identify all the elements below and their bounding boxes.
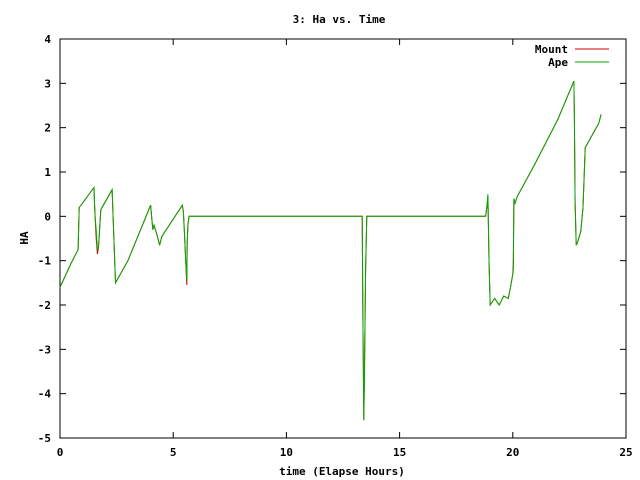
y-tick-label: 2 — [44, 122, 51, 135]
chart-title: 3: Ha vs. Time — [293, 13, 386, 26]
legend-label-mount: Mount — [535, 43, 568, 56]
y-tick-label: 3 — [44, 77, 51, 90]
series-line-mount — [59, 80, 602, 421]
y-axis-label: HA — [18, 231, 31, 245]
x-axis-label: time (Elapse Hours) — [279, 465, 405, 478]
plot-frame — [59, 38, 627, 439]
x-axis: 0 5 10 15 20 25 — [57, 39, 633, 459]
plot-border — [59, 38, 627, 439]
legend-label-ape: Ape — [548, 56, 568, 69]
y-tick-label: 0 — [44, 210, 51, 223]
y-tick-label: -5 — [38, 432, 51, 445]
series-line-ape — [59, 80, 602, 421]
y-tick-label: -3 — [38, 343, 51, 356]
x-tick-label: 25 — [619, 446, 632, 459]
y-tick-label: -2 — [38, 299, 51, 312]
y-tick-label: 1 — [44, 166, 51, 179]
x-tick-label: 0 — [57, 446, 64, 459]
x-tick-label: 15 — [393, 446, 406, 459]
y-tick-label: -1 — [38, 255, 52, 268]
x-tick-label: 20 — [506, 446, 519, 459]
series-layer — [59, 80, 602, 421]
x-tick-label: 10 — [280, 446, 293, 459]
y-axis: -5 -4 -3 -2 -1 0 1 2 3 4 — [38, 33, 626, 445]
y-tick-label: 4 — [44, 33, 51, 46]
y-tick-label: -4 — [38, 388, 52, 401]
x-tick-label: 5 — [170, 446, 177, 459]
